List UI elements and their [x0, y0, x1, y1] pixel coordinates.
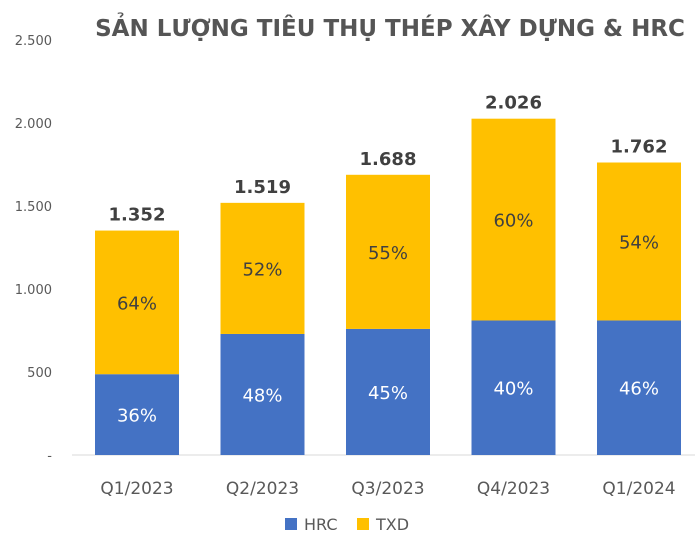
bar-txd: [95, 230, 179, 375]
chart-title: SẢN LƯỢNG TIÊU THỤ THÉP XÂY DỰNG & HRC: [95, 12, 685, 42]
y-tick-label: 2.500: [15, 34, 52, 49]
x-tick-label: Q2/2023: [226, 479, 299, 499]
bar-percent-label: 40%: [493, 379, 533, 400]
bar-percent-label: 54%: [619, 232, 659, 253]
x-tick-label: Q3/2023: [351, 479, 424, 499]
legend-swatch-txd: [357, 518, 369, 530]
bar-hrc: [346, 328, 430, 455]
y-tick-label: 1.000: [15, 283, 52, 298]
bar-txd: [471, 118, 556, 321]
bar-percent-label: 48%: [242, 385, 282, 406]
legend-swatch-hrc: [285, 518, 297, 530]
bar-hrc: [95, 374, 179, 455]
x-tick-label: Q4/2023: [477, 479, 550, 499]
legend-label-txd: TXD: [375, 515, 409, 534]
bar-total-label: 1.688: [360, 149, 417, 170]
bar-txd: [346, 174, 430, 329]
bar-txd: [597, 162, 681, 321]
legend-label-hrc: HRC: [304, 515, 338, 534]
y-tick-label: 500: [27, 366, 52, 381]
bar-total-label: 1.352: [109, 205, 166, 226]
bar-total-label: 1.519: [234, 177, 291, 198]
bar-percent-label: 60%: [493, 211, 533, 232]
bar-percent-label: 55%: [368, 243, 408, 264]
bar-txd: [220, 202, 305, 334]
bar-hrc: [471, 320, 556, 455]
y-tick-label: 2.000: [15, 117, 52, 132]
bar-total-label: 2.026: [485, 93, 542, 114]
bar-percent-label: 52%: [242, 259, 282, 280]
bar-percent-label: 46%: [619, 379, 659, 400]
y-tick-label: 1.500: [15, 200, 52, 215]
x-tick-label: Q1/2024: [602, 479, 675, 499]
bar-percent-label: 45%: [368, 383, 408, 404]
legend: HRC TXD: [285, 515, 409, 534]
bar-hrc: [220, 333, 305, 455]
y-tick-label: -: [47, 449, 52, 464]
x-tick-label: Q1/2023: [100, 479, 173, 499]
bar-total-label: 1.762: [611, 137, 668, 158]
bar-hrc: [597, 320, 681, 455]
bar-percent-label: 36%: [117, 406, 157, 427]
bar-percent-label: 64%: [117, 293, 157, 314]
